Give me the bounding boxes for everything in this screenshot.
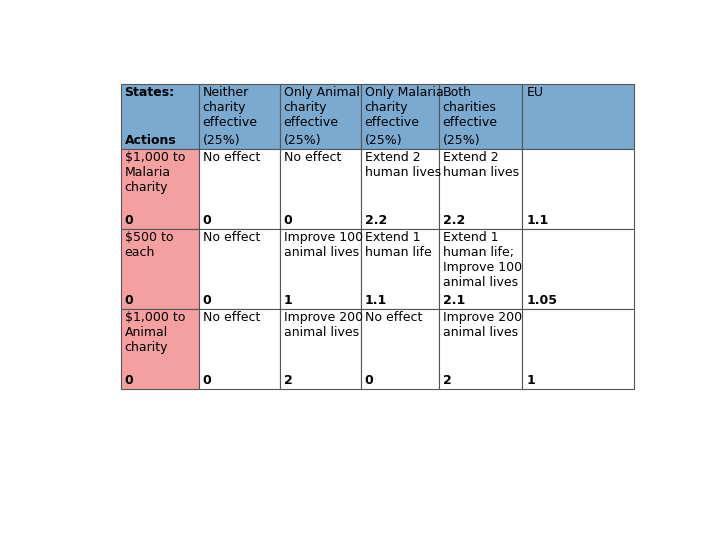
Text: 1: 1 (284, 294, 292, 307)
Text: (25%): (25%) (203, 134, 240, 147)
Bar (438, 149, 523, 229)
Text: $1,000 to
Malaria
charity: $1,000 to Malaria charity (125, 151, 185, 194)
Bar (438, 84, 523, 149)
Text: $1,000 to
Animal
charity: $1,000 to Animal charity (125, 311, 185, 354)
Bar (523, 149, 634, 229)
Text: Extend 2
human lives: Extend 2 human lives (443, 151, 519, 179)
Text: Extend 2
human lives: Extend 2 human lives (364, 151, 441, 179)
Bar (438, 229, 523, 309)
Text: (25%): (25%) (364, 134, 402, 147)
Text: 2.1: 2.1 (443, 294, 465, 307)
Bar (280, 229, 361, 309)
Text: Extend 1
human life;
Improve 100
animal lives: Extend 1 human life; Improve 100 animal … (443, 231, 522, 289)
Text: No effect: No effect (203, 231, 260, 244)
Text: 0: 0 (125, 214, 133, 227)
Text: 0: 0 (203, 374, 212, 387)
Text: 0: 0 (203, 214, 212, 227)
Text: (25%): (25%) (443, 134, 480, 147)
Text: Both
charities
effective: Both charities effective (443, 85, 498, 129)
Bar (361, 149, 438, 229)
Text: 1.05: 1.05 (526, 294, 557, 307)
Text: Extend 1
human life: Extend 1 human life (364, 231, 431, 259)
Text: 2.2: 2.2 (443, 214, 465, 227)
Text: 0: 0 (125, 294, 133, 307)
Text: No effect: No effect (203, 151, 260, 164)
Bar (523, 229, 634, 309)
Bar (121, 229, 199, 309)
Bar (523, 84, 634, 149)
Text: 2: 2 (443, 374, 451, 387)
Text: 2: 2 (284, 374, 292, 387)
Text: Only Malaria
charity
effective: Only Malaria charity effective (364, 85, 444, 129)
Bar (280, 309, 361, 389)
Bar (199, 229, 280, 309)
Text: 1.1: 1.1 (364, 294, 387, 307)
Text: $500 to
each: $500 to each (125, 231, 173, 259)
Text: 0: 0 (284, 214, 292, 227)
Text: Neither
charity
effective: Neither charity effective (203, 85, 258, 129)
Bar (361, 84, 438, 149)
Text: 0: 0 (364, 374, 373, 387)
Bar (523, 309, 634, 389)
Text: 1: 1 (526, 374, 535, 387)
Text: 0: 0 (203, 294, 212, 307)
Text: No effect: No effect (284, 151, 341, 164)
Text: EU: EU (526, 85, 544, 99)
Text: No effect: No effect (364, 311, 422, 324)
Text: (25%): (25%) (284, 134, 321, 147)
Text: Only Animal
charity
effective: Only Animal charity effective (284, 85, 359, 129)
Bar (199, 84, 280, 149)
Bar (438, 309, 523, 389)
Bar (121, 309, 199, 389)
Text: No effect: No effect (203, 311, 260, 324)
Text: 2.2: 2.2 (364, 214, 387, 227)
Text: Improve 200
animal lives: Improve 200 animal lives (284, 311, 363, 339)
Text: Improve 100
animal lives: Improve 100 animal lives (284, 231, 363, 259)
Bar (199, 309, 280, 389)
Text: States:: States: (125, 85, 175, 99)
Bar (280, 84, 361, 149)
Text: 1.1: 1.1 (526, 214, 549, 227)
Bar (121, 84, 199, 149)
Bar (361, 309, 438, 389)
Text: Improve 200
animal lives: Improve 200 animal lives (443, 311, 522, 339)
Bar (361, 229, 438, 309)
Text: Actions: Actions (125, 134, 176, 147)
Bar (121, 149, 199, 229)
Text: 0: 0 (125, 374, 133, 387)
Bar (199, 149, 280, 229)
Bar (280, 149, 361, 229)
